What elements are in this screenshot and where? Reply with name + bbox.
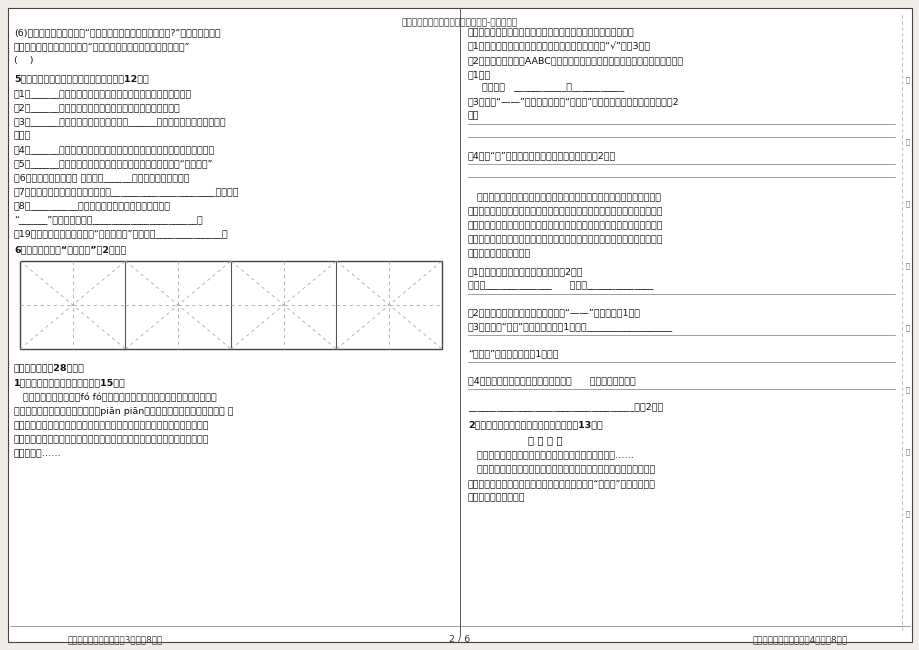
Text: 装: 装 <box>905 77 909 83</box>
Text: 子鱼每小时能游几十千米，攻击其他动物的时候，比普通的火车还要快。乌贼: 子鱼每小时能游几十千米，攻击其他动物的时候，比普通的火车还要快。乌贼 <box>468 207 663 216</box>
Text: （6）《为人民服务》是 毛泽东在______追悊会上所作的演讲。: （6）《为人民服务》是 毛泽东在______追悊会上所作的演讲。 <box>14 173 189 182</box>
Text: 该是，蔺相如对手下的人说：“秦王他都不怕，他更不会怕廉将军。”: 该是，蔺相如对手下的人说：“秦王他都不怕，他更不会怕廉将军。” <box>14 42 190 51</box>
Text: ___________________________________。（2分）: ___________________________________。（2分） <box>468 402 663 411</box>
Text: (    ): ( ) <box>14 56 33 65</box>
Text: （1）______因为独立思考，九岁就发现了有关胚胎发育的规律；: （1）______因为独立思考，九岁就发现了有关胚胎发育的规律； <box>14 89 192 98</box>
Text: 动）。不光是我一朵，一池的荷花都在舞蕈，风过了。我停止了舞蕈，静静地: 动）。不光是我一朵，一池的荷花都在舞蕈，风过了。我停止了舞蕈，静静地 <box>14 421 210 430</box>
Text: 能巴在轮船底下做免费的长途旅行。还有些深水鱼，它们自身就有发光器官，: 能巴在轮船底下做免费的长途旅行。还有些深水鱼，它们自身就有发光器官， <box>468 235 663 244</box>
Text: 里。一阵微风吹过来，我就翩翩（piān piān）起舞，雪白的衣裳随风（飘扬 飘: 里。一阵微风吹过来，我就翩翩（piān piān）起舞，雪白的衣裳随风（飘扬 飘 <box>14 407 233 416</box>
Text: 闪烁：______________      免费：______________: 闪烁：______________ 免费：______________ <box>468 281 652 290</box>
Text: （2）、在文中有一个AABC式的词语（翩翩起舞），请你照着写两个这样的词。: （2）、在文中有一个AABC式的词语（翩翩起舞），请你照着写两个这样的词。 <box>468 56 684 65</box>
Text: 看见伞，我便想起了母亲，心里涌起了一种温暖的感觉……: 看见伞，我便想起了母亲，心里涌起了一种温暖的感觉…… <box>468 451 633 460</box>
Text: （1）、联系上下文理解下列词语。（2分）: （1）、联系上下文理解下列词语。（2分） <box>468 267 583 276</box>
Text: 小时候，我们村里没有学校，要跑到八里外的镇上去上学。路途远，最: 小时候，我们村里没有学校，要跑到八里外的镇上去上学。路途远，最 <box>468 465 654 474</box>
Text: 小学六年级语文试题一第3页（共8页）: 小学六年级语文试题一第3页（共8页） <box>67 635 163 644</box>
Text: 和章鱼能突然向前方噴水，利用水的反推力迅速后退。有些贝类自己不动，但: 和章鱼能突然向前方噴水，利用水的反推力迅速后退。有些贝类自己不动，但 <box>468 221 663 230</box>
Text: 眼镜。: 眼镜。 <box>14 131 31 140</box>
Text: 过了一会，我才记起我不是荷花，我是在看荷花呢。（《荷花》）: 过了一会，我才记起我不是荷花，我是在看荷花呢。（《荷花》） <box>468 28 634 37</box>
Text: “梭子鱼”的活动特点是（1分）：: “梭子鱼”的活动特点是（1分）： <box>468 349 558 358</box>
Text: （3）______在三天就造了十万只算，让______的陷害计谋没有得逃，大跳: （3）______在三天就造了十万只算，让______的陷害计谋没有得逃，大跳 <box>14 117 226 126</box>
Text: 线: 线 <box>905 201 909 207</box>
Text: 六年级下学期期中质量检测语文试卷-六年级试卷: 六年级下学期期中质量检测语文试卷-六年级试卷 <box>402 18 517 27</box>
Text: 伞 的 故 事: 伞 的 故 事 <box>528 435 562 445</box>
Text: （1）、在文中的括号里选择正确的拼音和词语，打上“√”。（3分）: （1）、在文中的括号里选择正确的拼音和词语，打上“√”。（3分） <box>468 42 651 51</box>
Text: 游动起来像闪烁的星星。: 游动起来像闪烁的星星。 <box>468 249 530 258</box>
Text: 怕遇上雨天。冷不了半路上下起了大雨，便被淋成“落汤鸡”。那时候，我: 怕遇上雨天。冷不了半路上下起了大雨，便被淋成“落汤鸡”。那时候，我 <box>468 479 655 488</box>
Text: （5）______在《红楼梦》中性格泼辣，心狠手辣，人送外号“风辣子。”: （5）______在《红楼梦》中性格泼辣，心狠手辣，人送外号“风辣子。” <box>14 159 213 168</box>
Text: 夜做的好梦……: 夜做的好梦…… <box>14 449 62 458</box>
Text: 2、阅读下面的短文，完成后面的练习。（13分）: 2、阅读下面的短文，完成后面的练习。（13分） <box>468 420 602 429</box>
Text: 海底动物各有各的特点。海参靠肌肉伸缩爬行，每小时只能前进四米。梭: 海底动物各有各的特点。海参靠肌肉伸缩爬行，每小时只能前进四米。梭 <box>468 193 660 202</box>
Text: 内: 内 <box>905 263 909 269</box>
Text: （2）、这段话是围绕哪句话写的？用“——”画出来。（1分）: （2）、这段话是围绕哪句话写的？用“——”画出来。（1分） <box>468 308 641 317</box>
Text: 答: 答 <box>905 448 909 455</box>
Text: 1、阅读课文片段，完成练习。（15分）: 1、阅读课文片段，完成练习。（15分） <box>14 378 126 387</box>
Text: 不: 不 <box>905 325 909 332</box>
Text: 2 / 6: 2 / 6 <box>448 635 471 644</box>
Text: （19）小学语文六年级下册中“综合性学习”的主题是______________。: （19）小学语文六年级下册中“综合性学习”的主题是______________。 <box>14 229 229 238</box>
Text: （7）《学奔》这个故事说明了学习应______________________的道理。: （7）《学奔》这个故事说明了学习应______________________的… <box>14 187 239 196</box>
Text: 6、请用毛笔写出“堅持不懈”（2分）。: 6、请用毛笔写出“堅持不懈”（2分）。 <box>14 245 126 254</box>
Text: 二、阅读感悟（28分）。: 二、阅读感悟（28分）。 <box>14 363 85 372</box>
Text: （8）__________课文是赞美居里夫人的文章，课文以: （8）__________课文是赞美居里夫人的文章，课文以 <box>14 201 171 210</box>
Text: 题: 题 <box>905 511 909 517</box>
Text: （4）、在这些海底动物中，我最喜欢（      ）的活动，因为：: （4）、在这些海底动物中，我最喜欢（ ）的活动，因为： <box>468 376 635 385</box>
Text: 5、根据课文内容结合自己的理解填空。（12分）: 5、根据课文内容结合自己的理解填空。（12分） <box>14 74 149 83</box>
Text: “______”为主线，表明了______________________，: “______”为主线，表明了______________________， <box>14 215 202 224</box>
Bar <box>20 261 441 349</box>
Text: (6)蔺相如对手下的人说：“秦王我都不怕，我会怕廉将军吗?”改成间接转述应: (6)蔺相如对手下的人说：“秦王我都不怕，我会怕廉将军吗?”改成间接转述应 <box>14 28 221 37</box>
Text: （4）、“我”为什么会忘记自己是在看荷花呢？（2分）: （4）、“我”为什么会忘记自己是在看荷花呢？（2分） <box>468 151 616 160</box>
Text: 要: 要 <box>905 387 909 393</box>
Text: 订: 订 <box>905 138 909 146</box>
Text: （3）、文中“海参”的活动特点是（1分）：__________________: （3）、文中“海参”的活动特点是（1分）：__________________ <box>468 322 673 331</box>
Text: 翩翩起舞   ___________、___________: 翩翩起舞 ___________、___________ <box>482 83 624 92</box>
Text: （2）______经过自己的努力实现了给非洲孩子挖井的梦想；: （2）______经过自己的努力实现了给非洲孩子挖井的梦想； <box>14 103 180 112</box>
Text: （3）、用“——”画出文中的一句“打比方”的句子，并仿写一句比喻句。（2: （3）、用“——”画出文中的一句“打比方”的句子，并仿写一句比喻句。（2 <box>468 97 679 106</box>
Text: 站在那儿。蜘蜴飞过来，告诉我清早飞行的快乐。小鱼在脚下游过，告诉我昨: 站在那儿。蜘蜴飞过来，告诉我清早飞行的快乐。小鱼在脚下游过，告诉我昨 <box>14 435 210 444</box>
Text: 我念然觉得自己仿佛（fó fó）就是一朵荷花，穿着雪白的衣裳，站在阳光: 我念然觉得自己仿佛（fó fó）就是一朵荷花，穿着雪白的衣裳，站在阳光 <box>14 393 217 402</box>
Text: 分）: 分） <box>468 111 479 120</box>
Text: （4）______醉酒在景阳岗赤手空拳打死老虎，成了家喻户晓的打虎英雄；: （4）______醉酒在景阳岗赤手空拳打死老虎，成了家喻户晓的打虎英雄； <box>14 145 215 154</box>
Text: （1分）: （1分） <box>468 70 491 79</box>
Text: 小学六年级语文试题一第4页（共8页）: 小学六年级语文试题一第4页（共8页） <box>752 635 846 644</box>
Text: 多么盼望有一把伞啊！: 多么盼望有一把伞啊！ <box>468 493 525 502</box>
